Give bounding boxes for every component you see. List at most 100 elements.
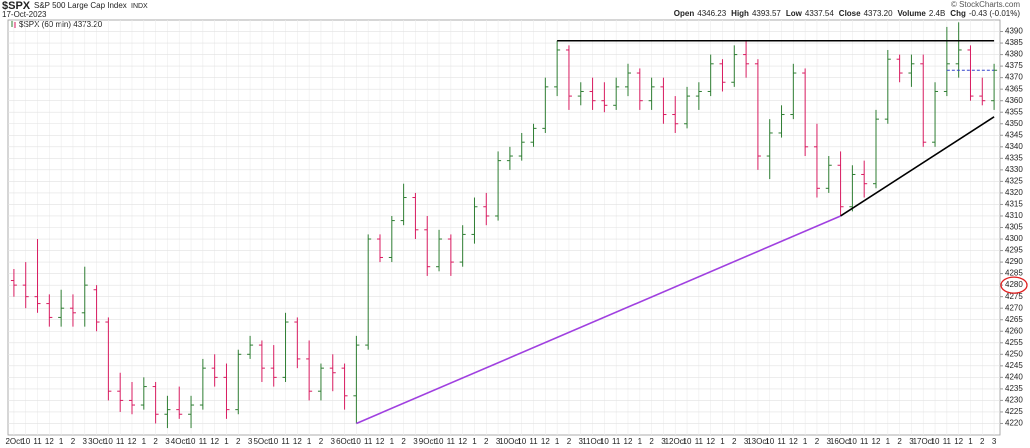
y-tick-label: 4235 bbox=[1005, 384, 1023, 393]
x-tick-label: 1 bbox=[390, 437, 395, 446]
trend-line bbox=[840, 116, 995, 217]
symbol: $SPX bbox=[2, 0, 31, 12]
y-tick-label: 4325 bbox=[1005, 176, 1023, 185]
y-tick-label: 4240 bbox=[1005, 372, 1023, 381]
x-tick-label: 2 bbox=[484, 437, 489, 446]
source: © StockCharts.com bbox=[951, 0, 1020, 9]
y-tick-label: 4280 bbox=[1005, 280, 1023, 289]
y-tick-label: 4330 bbox=[1005, 165, 1023, 174]
x-tick-label: 12 bbox=[458, 437, 467, 446]
quote-value: 4337.54 bbox=[805, 9, 834, 18]
y-tick-label: 4360 bbox=[1005, 96, 1023, 105]
y-tick-label: 4265 bbox=[1005, 315, 1023, 324]
y-tick-label: 4370 bbox=[1005, 73, 1023, 82]
x-tick-label: 12 bbox=[128, 437, 137, 446]
y-tick-label: 4220 bbox=[1005, 419, 1023, 428]
x-tick-label: 12Oct bbox=[665, 437, 687, 446]
y-tick-label: 4305 bbox=[1005, 223, 1023, 232]
x-tick-label: 3 bbox=[579, 437, 584, 446]
x-tick-label: 11Oct bbox=[582, 437, 604, 446]
x-tick-label: 16Oct bbox=[830, 437, 852, 446]
x-tick-label: 1 bbox=[638, 437, 643, 446]
x-tick-label: 11 bbox=[199, 437, 208, 446]
x-tick-label: 3 bbox=[413, 437, 418, 446]
x-tick-label: 12 bbox=[210, 437, 219, 446]
x-tick-label: 2 bbox=[71, 437, 76, 446]
x-tick-label: 1 bbox=[224, 437, 229, 446]
x-tick-label: 12 bbox=[789, 437, 798, 446]
x-tick-label: 11 bbox=[447, 437, 456, 446]
quote-value: 4346.23 bbox=[697, 9, 726, 18]
x-tick-label: 1 bbox=[142, 437, 147, 446]
quote-label: Volume bbox=[898, 9, 927, 18]
y-tick-label: 4230 bbox=[1005, 396, 1023, 405]
tick-highlight bbox=[1000, 276, 1028, 294]
trend-line bbox=[356, 215, 841, 425]
quote-label: Open bbox=[674, 9, 695, 18]
x-tick-label: 3 bbox=[496, 437, 501, 446]
x-tick-label: 3 bbox=[744, 437, 749, 446]
x-tick-label: 2 bbox=[980, 437, 985, 446]
y-tick-label: 4350 bbox=[1005, 119, 1023, 128]
x-tick-label: 3 bbox=[661, 437, 666, 446]
y-tick-label: 4365 bbox=[1005, 84, 1023, 93]
x-tick-label: 11 bbox=[695, 437, 704, 446]
y-tick-label: 4270 bbox=[1005, 303, 1023, 312]
x-tick-label: 9Oct bbox=[419, 437, 437, 446]
quote-label: Chg bbox=[950, 9, 966, 18]
x-tick-label: 11 bbox=[33, 437, 42, 446]
y-tick-label: 4260 bbox=[1005, 326, 1023, 335]
y-tick-label: 4355 bbox=[1005, 107, 1023, 116]
quote: Open 4346.23 High 4393.57 Low 4337.54 Close 437… bbox=[674, 9, 1021, 18]
y-tick-label: 4340 bbox=[1005, 142, 1023, 151]
x-tick-label: 10 bbox=[435, 437, 444, 446]
x-tick-label: 10 bbox=[21, 437, 30, 446]
quote-label: High bbox=[731, 9, 749, 18]
x-tick-label: 3 bbox=[827, 437, 832, 446]
x-tick-label: 12 bbox=[872, 437, 881, 446]
x-tick-label: 11 bbox=[943, 437, 952, 446]
x-tick-label: 17Oct bbox=[913, 437, 935, 446]
x-tick-label: 3Oct bbox=[88, 437, 106, 446]
x-tick-label: 12 bbox=[45, 437, 54, 446]
date: 17-Oct-2023 bbox=[2, 10, 47, 19]
x-tick-label: 12 bbox=[293, 437, 302, 446]
x-tick-label: 4Oct bbox=[171, 437, 189, 446]
y-tick-label: 4295 bbox=[1005, 246, 1023, 255]
x-tick-label: 10 bbox=[517, 437, 526, 446]
chart-title: S&P 500 Large Cap Index bbox=[34, 1, 127, 10]
y-tick-label: 4275 bbox=[1005, 292, 1023, 301]
x-tick-label: 10 bbox=[600, 437, 609, 446]
x-tick-label: 12 bbox=[706, 437, 715, 446]
x-tick-label: 11 bbox=[364, 437, 373, 446]
x-tick-label: 3 bbox=[248, 437, 253, 446]
x-tick-label: 11 bbox=[529, 437, 538, 446]
x-tick-label: 11 bbox=[281, 437, 290, 446]
x-tick-label: 10 bbox=[931, 437, 940, 446]
x-tick-label: 12 bbox=[541, 437, 550, 446]
x-tick-label: 10Oct bbox=[499, 437, 521, 446]
x-tick-label: 10 bbox=[187, 437, 196, 446]
x-tick-label: 2 bbox=[567, 437, 572, 446]
quote-label: Close bbox=[839, 9, 861, 18]
y-tick-label: 4255 bbox=[1005, 338, 1023, 347]
x-tick-label: 6Oct bbox=[336, 437, 354, 446]
x-tick-label: 1 bbox=[307, 437, 312, 446]
x-tick-label: 5Oct bbox=[253, 437, 271, 446]
quote-value: 2.4B bbox=[929, 9, 945, 18]
y-tick-label: 4375 bbox=[1005, 61, 1023, 70]
x-tick-label: 2 bbox=[236, 437, 241, 446]
x-tick-label: 10 bbox=[765, 437, 774, 446]
y-tick-label: 4345 bbox=[1005, 130, 1023, 139]
y-tick-label: 4335 bbox=[1005, 153, 1023, 162]
x-tick-label: 2 bbox=[153, 437, 158, 446]
x-tick-label: 10 bbox=[352, 437, 361, 446]
x-tick-label: 12 bbox=[954, 437, 963, 446]
x-tick-label: 11 bbox=[860, 437, 869, 446]
legend-icon bbox=[11, 21, 16, 28]
x-tick-label: 10 bbox=[104, 437, 113, 446]
quote-label: Low bbox=[786, 9, 803, 18]
y-tick-label: 4390 bbox=[1005, 27, 1023, 36]
y-tick-label: 4320 bbox=[1005, 188, 1023, 197]
